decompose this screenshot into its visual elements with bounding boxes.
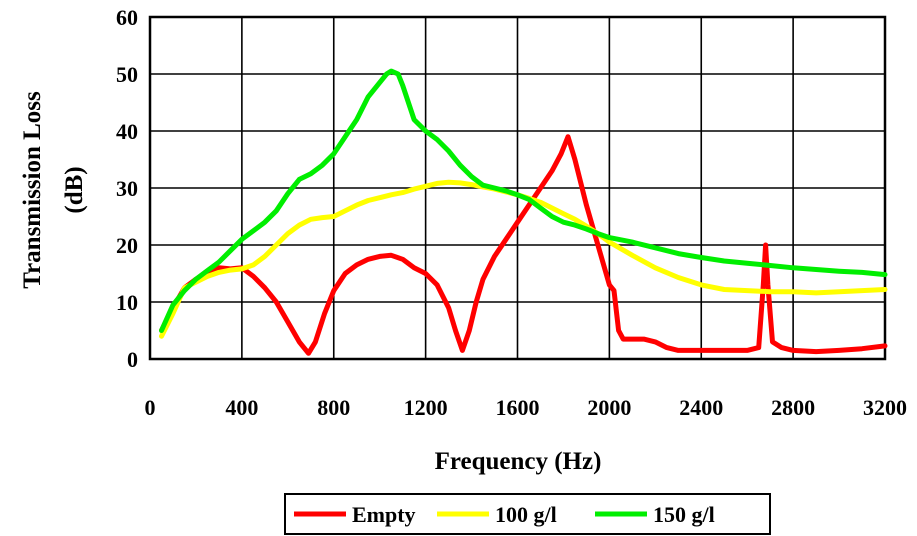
x-tick-label: 3200 [863, 395, 907, 420]
y-tick-label: 40 [116, 119, 138, 144]
y-axis-title-line-2: (dB) [61, 166, 88, 213]
x-tick-labels: 0 400 800 1200 1600 2000 2400 2800 3200 [145, 395, 908, 420]
legend-label-150gl: 150 g/l [653, 502, 715, 527]
plot-area-frame [148, 15, 887, 361]
legend: Empty 100 g/l 150 g/l [284, 493, 771, 535]
x-tick-label: 800 [317, 395, 350, 420]
x-tick-label: 400 [225, 395, 258, 420]
y-tick-labels: 0 10 20 30 40 50 60 [116, 5, 138, 372]
x-tick-label: 0 [145, 395, 156, 420]
y-tick-label: 20 [116, 233, 138, 258]
y-tick-label: 0 [127, 347, 138, 372]
y-axis-title: Transmission Loss (dB) [19, 91, 88, 289]
x-tick-label: 1200 [404, 395, 448, 420]
series-line-150-g-l [159, 68, 888, 333]
x-tick-label: 2400 [679, 395, 723, 420]
y-tick-label: 50 [116, 62, 138, 87]
grid-lines [149, 16, 886, 360]
legend-label-empty: Empty [352, 502, 416, 527]
x-tick-label: 2800 [771, 395, 815, 420]
legend-box [284, 493, 771, 535]
y-tick-label: 60 [116, 5, 138, 30]
series-line-100-g-l [159, 179, 888, 339]
x-axis-title: Frequency (Hz) [435, 448, 602, 475]
y-axis-title-line-1: Transmission Loss [19, 91, 46, 289]
x-tick-label: 2000 [587, 395, 631, 420]
legend-label-100gl: 100 g/l [495, 502, 557, 527]
series-layer [159, 68, 888, 356]
x-tick-label: 1600 [496, 395, 540, 420]
y-tick-label: 10 [116, 290, 138, 315]
series-line-empty [159, 134, 888, 356]
y-tick-label: 30 [116, 176, 138, 201]
